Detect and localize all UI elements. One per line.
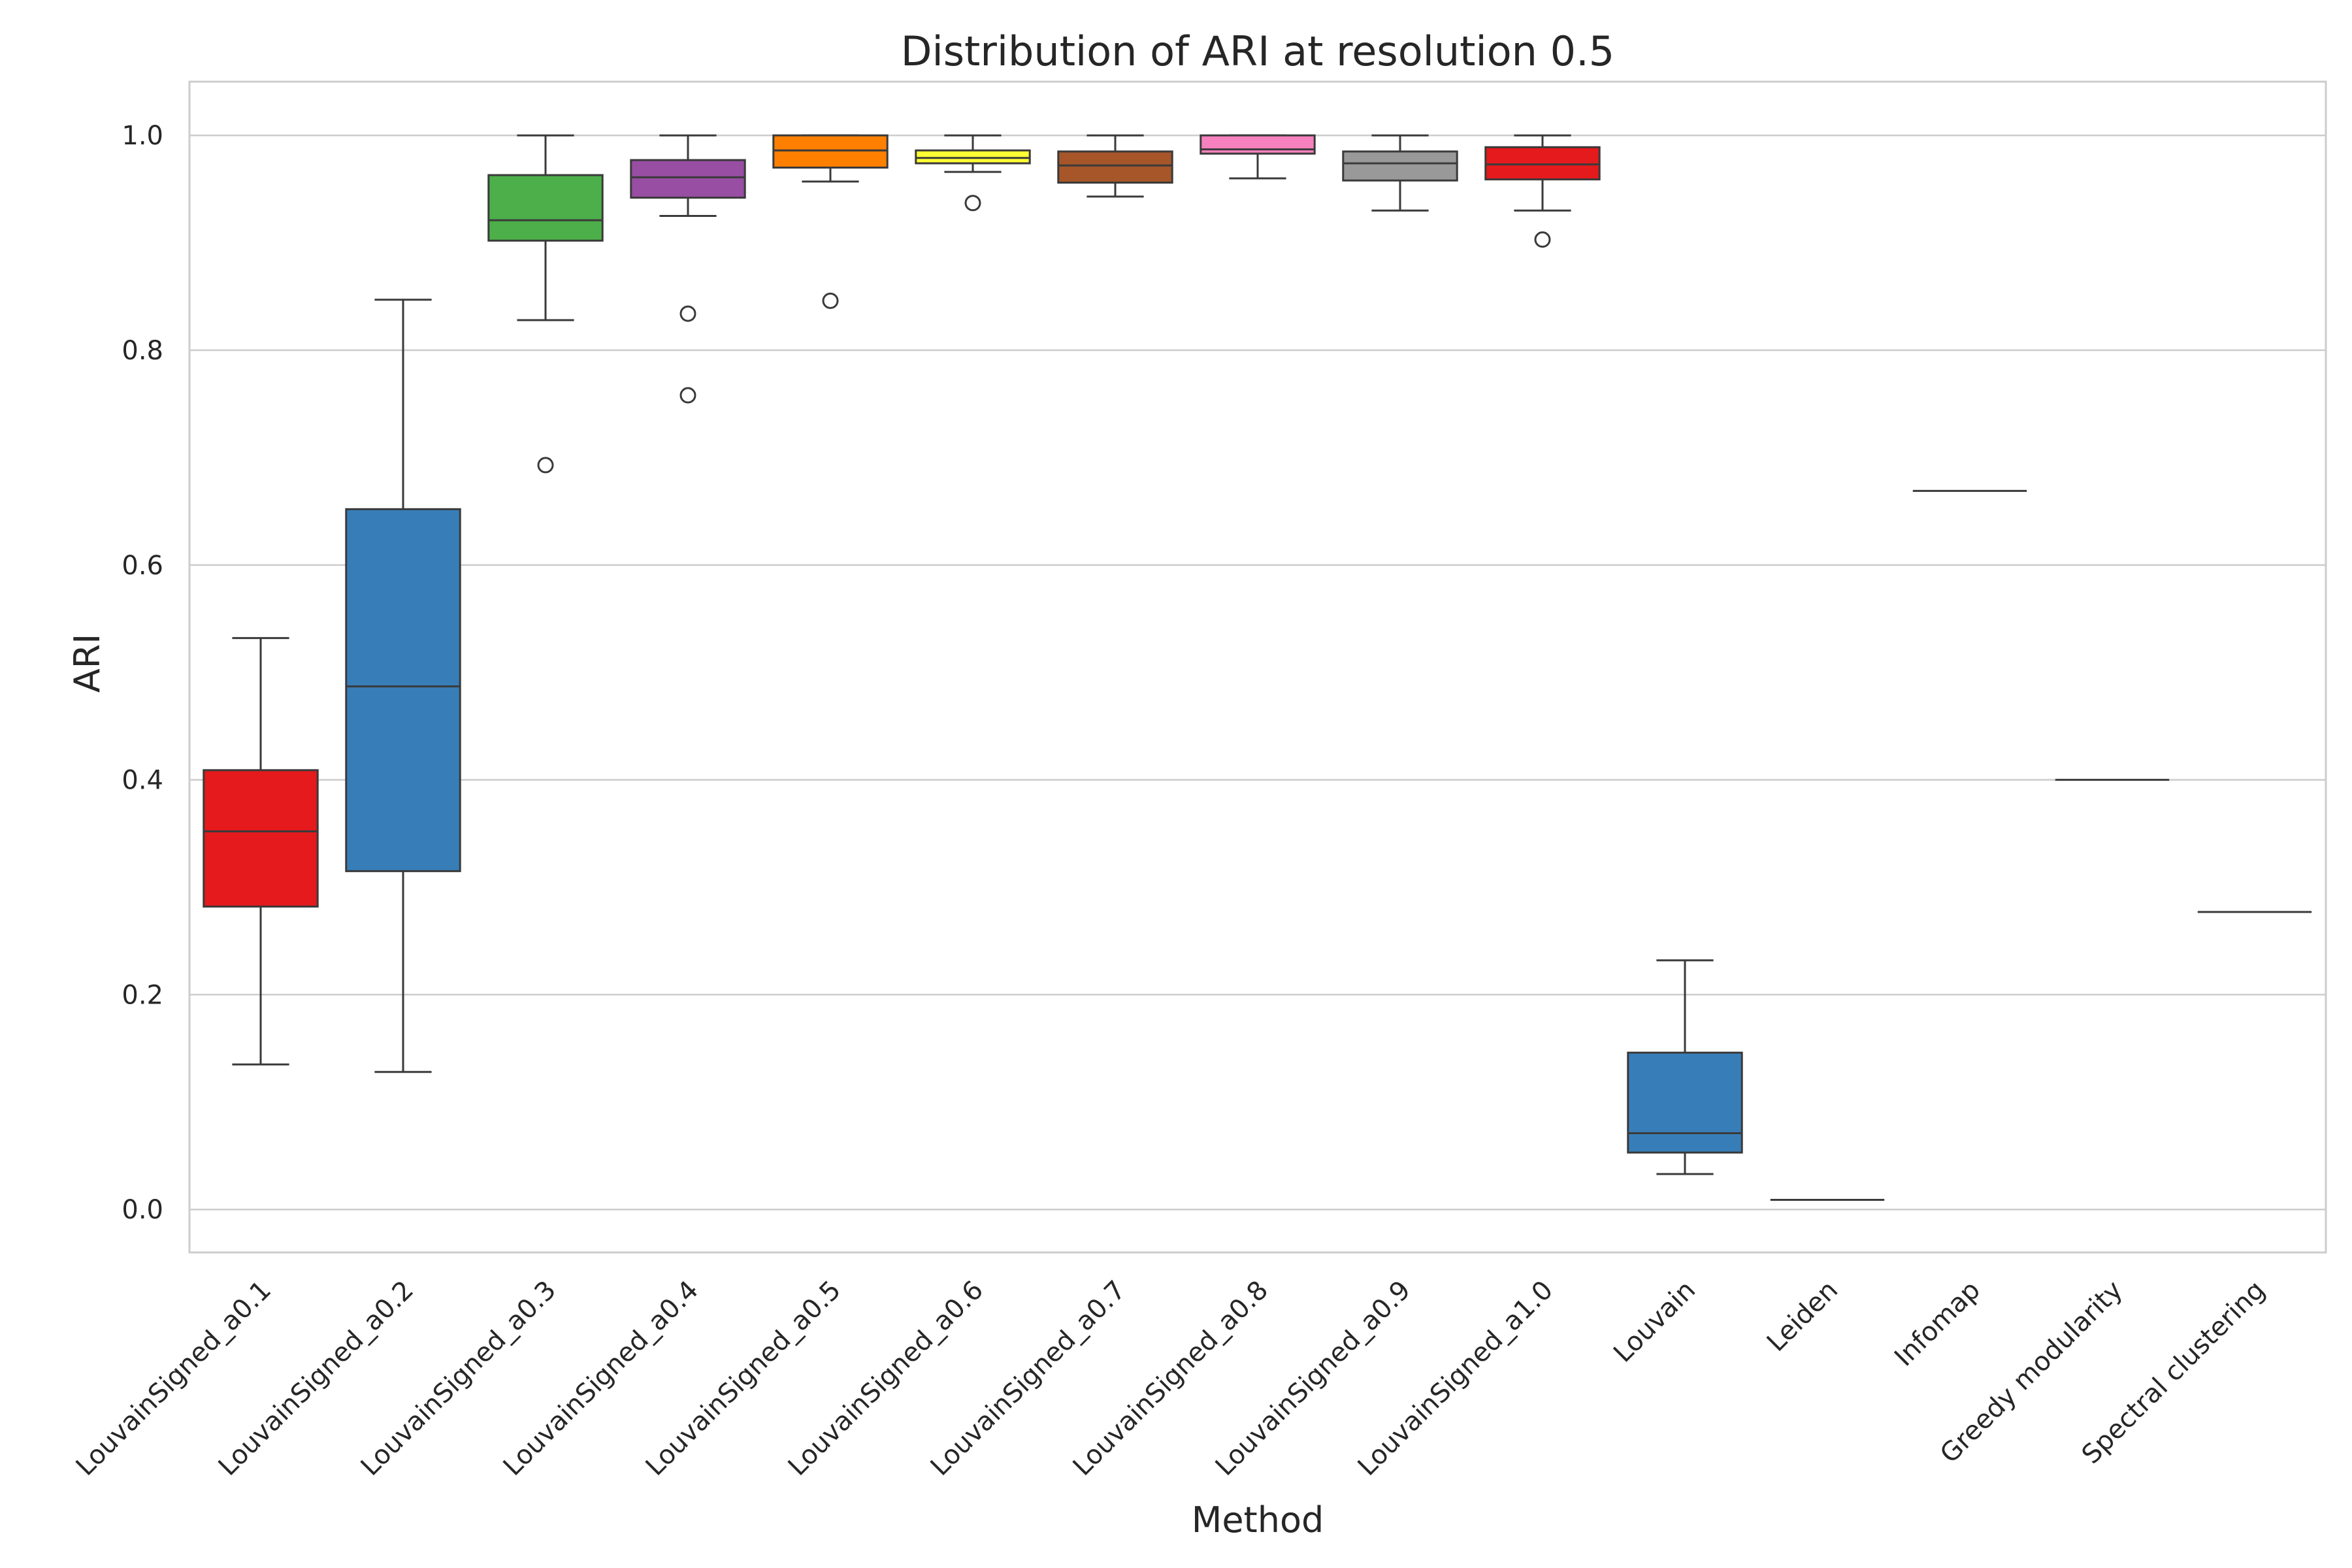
iqr-box xyxy=(1057,150,1173,184)
y-axis-ticks: 0.0 0.2 0.4 0.6 0.8 1.0 xyxy=(122,121,163,1225)
box-LouvainSigned_a0.1 xyxy=(203,637,319,1066)
box-LouvainSigned_a0.2 xyxy=(345,299,461,1073)
iqr-box xyxy=(1200,134,1316,155)
x-axis-ticks: LouvainSigned_a0.1LouvainSigned_a0.2Louv… xyxy=(71,1275,2271,1482)
y-axis-label: ARI xyxy=(67,634,108,693)
outlier-point xyxy=(822,292,839,309)
outlier-point xyxy=(1534,231,1551,248)
outlier-point xyxy=(964,195,981,212)
gridlines xyxy=(189,134,2326,1211)
box-LouvainSigned_a0.9 xyxy=(1342,134,1458,212)
iqr-box xyxy=(345,508,461,872)
plot-frame xyxy=(188,80,2327,1254)
y-tick-label: 0.4 xyxy=(122,766,163,796)
x-tick-label: Louvain xyxy=(1608,1275,1701,1369)
x-tick-label: Leiden xyxy=(1761,1275,1844,1358)
y-tick-label: 1.0 xyxy=(122,121,163,151)
outlier-point xyxy=(679,305,696,322)
y-tick-label: 0.6 xyxy=(122,551,163,581)
y-tick-label: 0.0 xyxy=(122,1195,163,1225)
y-tick-label: 0.2 xyxy=(122,980,163,1010)
x-axis-label: Method xyxy=(1192,1499,1324,1541)
iqr-box xyxy=(1342,150,1458,182)
x-tick-label: Infomap xyxy=(1889,1275,1986,1373)
box-LouvainSigned_a0.6 xyxy=(915,134,1031,212)
iqr-box xyxy=(1484,146,1601,181)
iqr-box xyxy=(915,149,1031,165)
box-LouvainSigned_a0.8 xyxy=(1200,134,1316,180)
box-LouvainSigned_a0.5 xyxy=(772,134,889,309)
iqr-box xyxy=(203,769,319,908)
box-LouvainSigned_a0.3 xyxy=(487,134,604,474)
iqr-box xyxy=(1627,1051,1743,1154)
iqr-box xyxy=(630,159,746,199)
box-Louvain xyxy=(1627,959,1743,1175)
box-LouvainSigned_a1.0 xyxy=(1484,134,1601,248)
iqr-box xyxy=(772,134,889,169)
box-LouvainSigned_a0.7 xyxy=(1057,134,1173,198)
box-LouvainSigned_a0.4 xyxy=(630,134,746,404)
y-tick-label: 0.8 xyxy=(122,336,163,366)
iqr-box xyxy=(487,174,604,242)
boxes-layer xyxy=(203,134,2312,1201)
outlier-point xyxy=(537,457,554,474)
chart-title: Distribution of ARI at resolution 0.5 xyxy=(901,27,1614,75)
outlier-point xyxy=(679,387,696,404)
